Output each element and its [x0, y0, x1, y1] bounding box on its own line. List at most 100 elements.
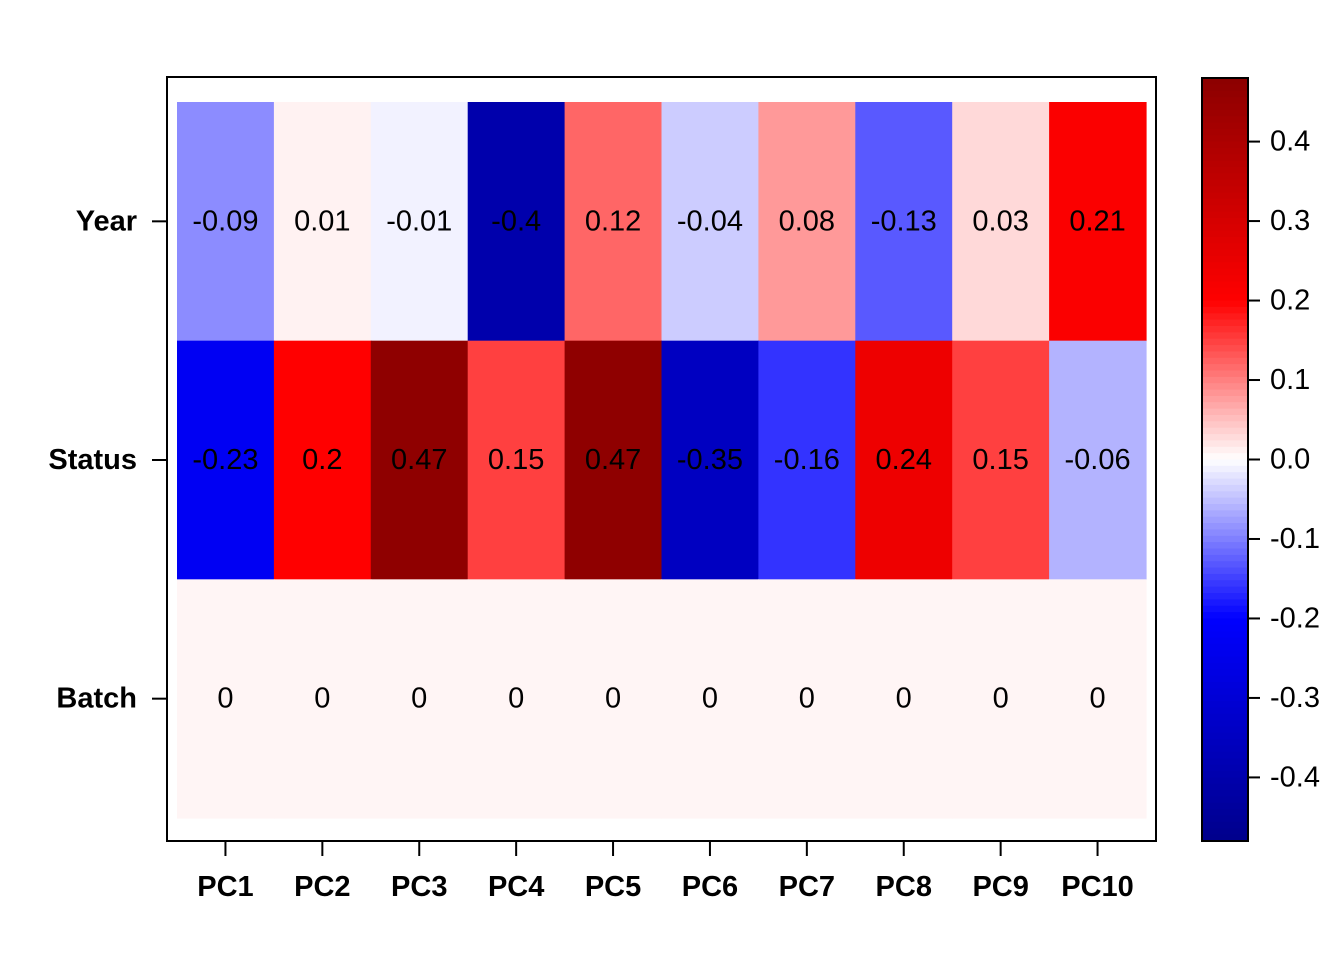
column-label: PC6: [682, 871, 738, 903]
cell-value-label: 0: [799, 683, 815, 715]
colorbar-swatch: [1202, 364, 1248, 372]
colorbar-swatch: [1202, 376, 1248, 384]
cell-value-label: 0: [508, 683, 524, 715]
colorbar-swatch: [1202, 535, 1248, 543]
colorbar-swatch: [1202, 834, 1248, 842]
cell-value-label: 0: [217, 683, 233, 715]
colorbar-swatch: [1202, 154, 1248, 162]
colorbar-swatch: [1202, 758, 1248, 766]
colorbar-swatch: [1202, 268, 1248, 276]
colorbar-swatch: [1202, 669, 1248, 677]
colorbar-swatch: [1202, 427, 1248, 435]
cell-value-label: 0: [896, 683, 912, 715]
colorbar-swatch: [1202, 465, 1248, 473]
colorbar-swatch: [1202, 319, 1248, 327]
colorbar-swatch: [1202, 828, 1248, 836]
heatmap-cells: -0.09 0.01 -0.01 -0.4 0.12 -0.04 0.08 -0.13 0.03…: [177, 102, 1147, 819]
colorbar-swatch: [1202, 357, 1248, 365]
colorbar-swatch: [1202, 122, 1248, 130]
cell-value-label: 0: [411, 683, 427, 715]
cell-value-label: -0.09: [192, 205, 258, 237]
colorbar-swatch: [1202, 211, 1248, 219]
colorbar-swatch: [1202, 128, 1248, 136]
colorbar-swatch: [1202, 97, 1248, 105]
heatmap-cell: [273, 102, 372, 342]
column-label: PC1: [197, 871, 253, 903]
colorbar-swatch: [1202, 459, 1248, 467]
heatmap-cell: [564, 340, 663, 580]
cell-value-label: 0.03: [972, 205, 1028, 237]
heatmap-cell: [273, 340, 372, 580]
colorbar-swatch: [1202, 313, 1248, 321]
heatmap-cell: [564, 579, 663, 819]
colorbar-swatch: [1202, 599, 1248, 607]
heatmap-cell: [370, 579, 469, 819]
colorbar-swatch: [1202, 624, 1248, 632]
colorbar-swatch: [1202, 84, 1248, 92]
colorbar-swatch: [1202, 497, 1248, 505]
colorbar-swatch: [1202, 440, 1248, 448]
heatmap-cell: [661, 102, 759, 342]
cell-value-label: 0.47: [391, 444, 447, 476]
colorbar-swatch: [1202, 395, 1248, 403]
colorbar-swatch: [1202, 593, 1248, 600]
colorbar-tick-label: 0.2: [1270, 285, 1310, 317]
colorbar-swatch: [1202, 109, 1248, 117]
colorbar: 0.4 0.3 0.2 0.1 0.0 -0.1 -0.2 -0.3 -0.4: [1201, 77, 1320, 842]
colorbar-swatch: [1202, 414, 1248, 422]
colorbar-swatch: [1202, 777, 1248, 785]
colorbar-swatch: [1202, 510, 1248, 518]
colorbar-swatch: [1202, 478, 1248, 486]
colorbar-swatch: [1202, 325, 1248, 333]
colorbar-swatch: [1202, 802, 1248, 810]
colorbar-swatch: [1202, 345, 1248, 353]
cell-value-label: 0.47: [585, 444, 641, 476]
colorbar-swatch: [1202, 682, 1248, 689]
heatmap-cell: [467, 579, 566, 819]
colorbar-swatch: [1202, 256, 1248, 263]
colorbar-swatch: [1202, 516, 1248, 524]
column-label: PC3: [391, 871, 447, 903]
heatmap-cell: [1049, 102, 1147, 342]
colorbar-swatch: [1202, 573, 1248, 581]
heatmap-cell: [952, 340, 1050, 580]
column-label: PC2: [294, 871, 350, 903]
colorbar-swatch: [1202, 147, 1248, 155]
cell-value-label: -0.06: [1064, 444, 1130, 476]
colorbar-swatch: [1202, 294, 1248, 302]
cell-value-label: 0.24: [876, 444, 932, 476]
cell-value-label: 0: [702, 683, 718, 715]
colorbar-swatch: [1202, 504, 1248, 511]
cell-value-label: 0: [605, 683, 621, 715]
cell-value-label: 0: [1089, 683, 1105, 715]
colorbar-swatch: [1202, 618, 1248, 626]
colorbar-swatch: [1202, 529, 1248, 537]
colorbar-swatch: [1202, 637, 1248, 645]
colorbar-swatch: [1202, 694, 1248, 702]
colorbar-tick-label: 0.0: [1270, 444, 1310, 476]
colorbar-tick-label: 0.4: [1270, 126, 1310, 158]
colorbar-swatch: [1202, 167, 1248, 174]
colorbar-swatch: [1202, 351, 1248, 359]
colorbar-tick-label: -0.2: [1270, 602, 1320, 634]
colorbar-swatch: [1202, 408, 1248, 416]
row-label: Year: [76, 205, 137, 237]
colorbar-swatch: [1202, 160, 1248, 168]
heatmap-cell: [661, 579, 759, 819]
colorbar-swatch: [1202, 281, 1248, 289]
colorbar-swatch: [1202, 332, 1248, 340]
colorbar-swatch: [1202, 262, 1248, 270]
cell-value-label: 0.15: [972, 444, 1028, 476]
colorbar-swatch: [1202, 764, 1248, 772]
colorbar-swatch: [1202, 186, 1248, 194]
colorbar-swatch: [1202, 338, 1248, 346]
colorbar-swatch: [1202, 275, 1248, 283]
cell-value-label: 0.15: [488, 444, 544, 476]
cell-value-label: -0.04: [677, 205, 743, 237]
colorbar-swatch: [1202, 230, 1248, 238]
colorbar-swatch: [1202, 198, 1248, 206]
colorbar-swatch: [1202, 249, 1248, 257]
colorbar-swatch: [1202, 78, 1248, 85]
cell-value-label: -0.01: [386, 205, 452, 237]
